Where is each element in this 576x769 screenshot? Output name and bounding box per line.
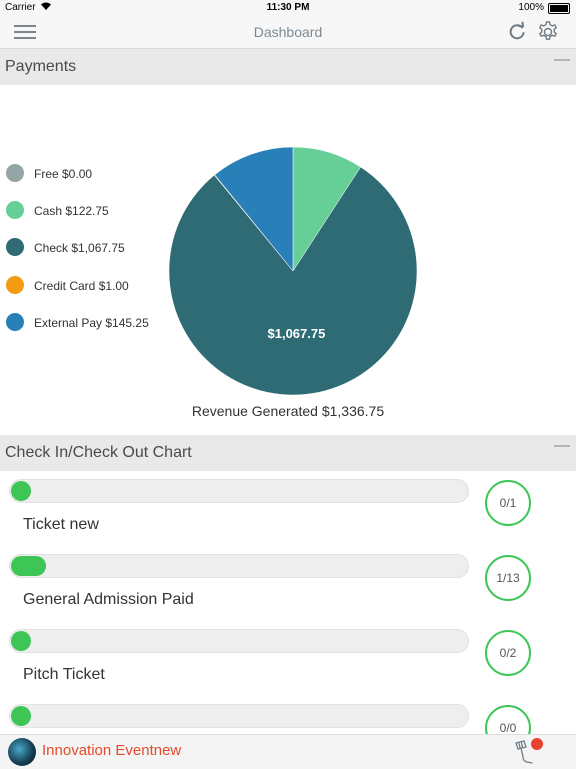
page-title: Dashboard [253,24,323,40]
legend-item-external-pay: External Pay $145.25 [6,312,206,332]
legend-item-check: Check $1,067.75 [6,237,206,257]
ticket-progress-bar [9,629,469,653]
legend-label: Check $1,067.75 [34,241,125,255]
pie-slice-label: $1,067.75 [268,326,326,341]
clock: 11:30 PM [266,2,310,13]
ticket-name: Ticket new [23,516,99,533]
ticket-progress-fill [11,706,31,726]
legend-item-cash: Cash $122.75 [6,200,206,220]
ticket-progress-fill [11,556,46,576]
carrier-label: Carrier [5,2,36,13]
pie-slice-external-pay [214,146,294,272]
navigation-bar: Dashboard [0,16,576,49]
event-footer-bar: Innovation Eventnew [0,734,576,769]
refresh-icon[interactable] [506,21,528,43]
legend-item-credit-card: Credit Card $1.00 [6,275,206,295]
legend-item-free: Free $0.00 [6,163,206,183]
payments-section-header: Payments — [0,49,576,85]
gear-icon[interactable] [536,20,560,44]
hamburger-icon-line [14,31,36,33]
legend-dot [6,276,24,294]
legend-dot [6,164,24,182]
status-bar: Carrier 11:30 PM 100% [0,0,576,16]
checkin-title: Check In/Check Out Chart [5,444,192,461]
hamburger-icon [14,25,36,27]
ticket-progress-bar [9,704,469,728]
payments-collapse-button[interactable]: — [554,51,570,68]
legend-dot [6,201,24,219]
ticket-name: General Admission Paid [23,591,194,608]
ticket-count-badge: 0/2 [485,630,531,676]
ticket-progress-fill [11,481,31,501]
event-name-link[interactable]: Innovation Eventnew [42,742,182,759]
payments-pie-chart: $1,067.75 [168,146,418,396]
legend-label: Credit Card $1.00 [34,279,129,293]
legend-label: Free $0.00 [34,167,93,181]
battery-percentage: 100% [518,2,544,13]
checkin-section-header: Check In/Check Out Chart — [0,435,576,471]
wifi-icon [41,2,51,10]
event-avatar[interactable] [8,738,36,766]
battery-icon [548,3,570,14]
hamburger-icon-line [14,37,36,39]
ticket-count-badge: 1/13 [485,555,531,601]
ticket-count-badge: 0/1 [485,480,531,526]
payments-title: Payments [5,58,77,75]
legend-dot [6,313,24,331]
ticket-progress-bar [9,554,469,578]
ticket-progress-fill [11,631,31,651]
legend-dot [6,238,24,256]
ticket-name: Pitch Ticket [23,666,105,683]
revenue-generated: Revenue Generated $1,336.75 [191,403,385,419]
legend-label: Cash $122.75 [34,204,109,218]
menu-button[interactable] [14,24,36,40]
ticket-progress-bar [9,479,469,503]
pie-slice-check [168,166,418,396]
barcode-scanner-icon[interactable] [512,737,538,767]
notification-badge [531,738,543,750]
legend-label: External Pay $145.25 [34,316,149,330]
checkin-collapse-button[interactable]: — [554,437,570,454]
